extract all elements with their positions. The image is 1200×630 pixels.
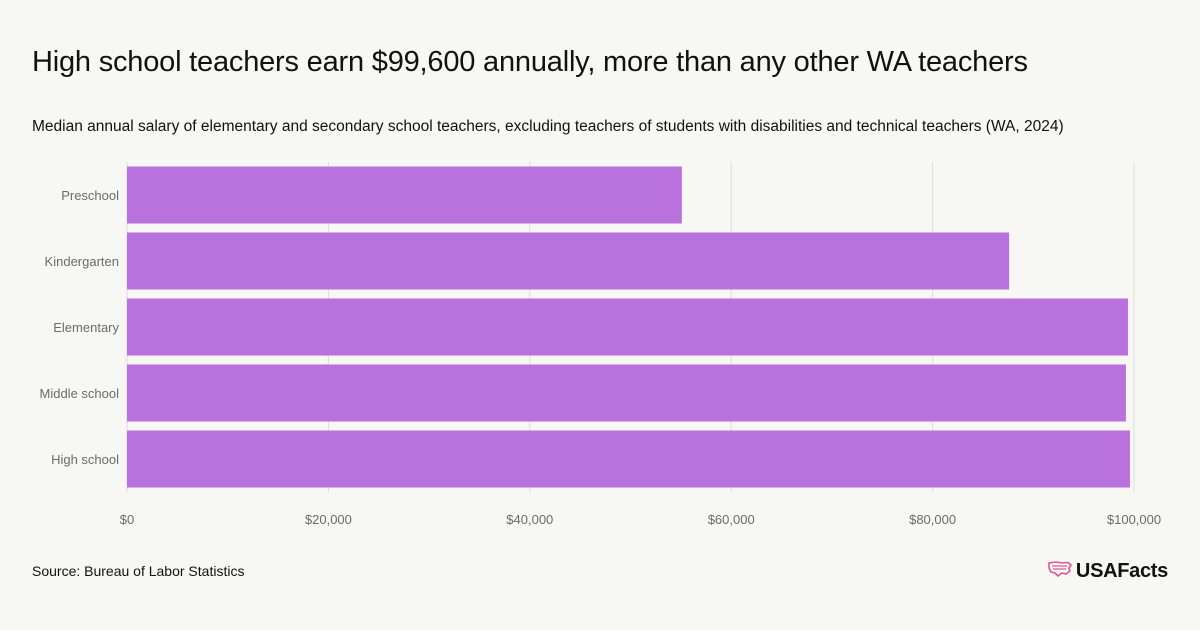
category-label: High school — [51, 452, 119, 467]
category-label: Kindergarten — [45, 254, 119, 269]
category-label: Preschool — [61, 188, 119, 203]
x-tick-label: $40,000 — [506, 512, 553, 527]
category-label: Middle school — [40, 386, 120, 401]
category-label: Elementary — [53, 320, 119, 335]
bars — [127, 166, 1130, 488]
bar-chart: Preschool Kindergarten Elementary Middle sc… — [40, 162, 1161, 527]
bar-kindergarten — [127, 232, 1010, 290]
bar-elementary — [127, 298, 1128, 356]
x-tick-label: $20,000 — [305, 512, 352, 527]
source-note: Source: Bureau of Labor Statistics — [32, 563, 245, 579]
x-tick-label: $60,000 — [708, 512, 755, 527]
brand-logo: USAFacts — [1048, 560, 1168, 583]
x-tick-labels: $0 $20,000 $40,000 $60,000 $80,000 $100,000 — [120, 512, 1161, 527]
x-tick-label: $0 — [120, 512, 134, 527]
brand-name: USAFacts — [1075, 560, 1168, 582]
x-tick-label: $80,000 — [909, 512, 956, 527]
bar-middle-school — [127, 364, 1126, 422]
bar-preschool — [127, 166, 682, 224]
bar-high-school — [127, 430, 1130, 488]
chart-title: High school teachers earn $99,600 annual… — [32, 46, 1028, 78]
chart-subtitle: Median annual salary of elementary and s… — [32, 118, 1064, 135]
usa-map-icon — [1048, 560, 1072, 583]
x-tick-label: $100,000 — [1107, 512, 1161, 527]
category-labels: Preschool Kindergarten Elementary Middle sc… — [40, 188, 120, 467]
